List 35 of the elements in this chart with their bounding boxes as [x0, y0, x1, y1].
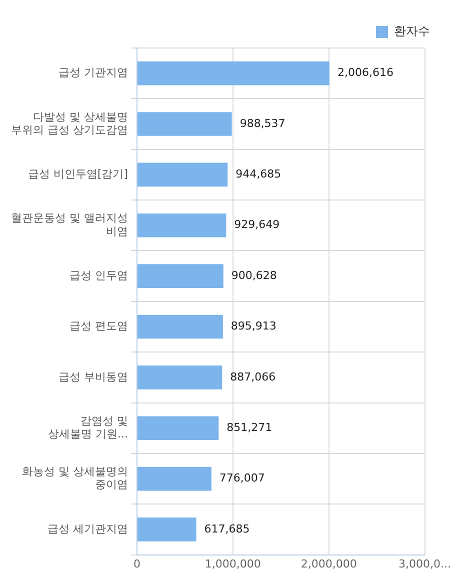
bar: [137, 416, 219, 440]
data-label: 887,066: [230, 370, 276, 384]
bar: [137, 61, 330, 86]
data-label: 988,537: [240, 116, 286, 130]
data-label: 929,649: [234, 218, 280, 232]
data-label: 617,685: [204, 522, 250, 536]
data-label: 776,007: [219, 472, 265, 485]
bar: [137, 112, 232, 136]
y-tick-label: 급성 기관지염: [58, 66, 128, 80]
y-tick-label: 화농성 및 상세불명의 중이염: [22, 465, 128, 492]
data-label: 851,271: [226, 420, 272, 434]
data-label: 944,685: [236, 168, 282, 181]
bar: [137, 264, 224, 288]
x-tick-label: 2,000,000: [300, 557, 357, 570]
bar: [137, 314, 223, 339]
y-tick-label: 혈관운동성 및 앨러지성 비염: [10, 212, 128, 238]
data-label: 900,628: [231, 268, 277, 282]
x-tick-label: 0: [133, 557, 140, 570]
x-tick-label: 3,000,0...: [398, 557, 452, 570]
y-tick-label: 감염성 및 상세불명 기원...: [48, 414, 128, 441]
y-tick-label: 다발성 및 상세불명 부위의 급성 상기도감염: [10, 110, 128, 136]
data-label: 2,006,616: [337, 66, 394, 80]
y-tick-label: 급성 편도염: [69, 320, 128, 333]
y-tick-label: 급성 부비동염: [58, 370, 128, 384]
x-tick-label: 1,000,000: [204, 557, 261, 570]
y-tick-label: 급성 비인두염[감기]: [28, 168, 128, 181]
y-tick-label: 급성 인두염: [69, 268, 128, 282]
bar: [137, 213, 226, 238]
data-label: 895,913: [230, 320, 276, 333]
bar: [137, 466, 212, 491]
bar: [137, 162, 228, 187]
bar: [137, 518, 196, 542]
legend-label: 환자수: [394, 24, 430, 38]
y-tick-label: 급성 세기관지염: [47, 522, 128, 536]
bar: [137, 366, 222, 390]
